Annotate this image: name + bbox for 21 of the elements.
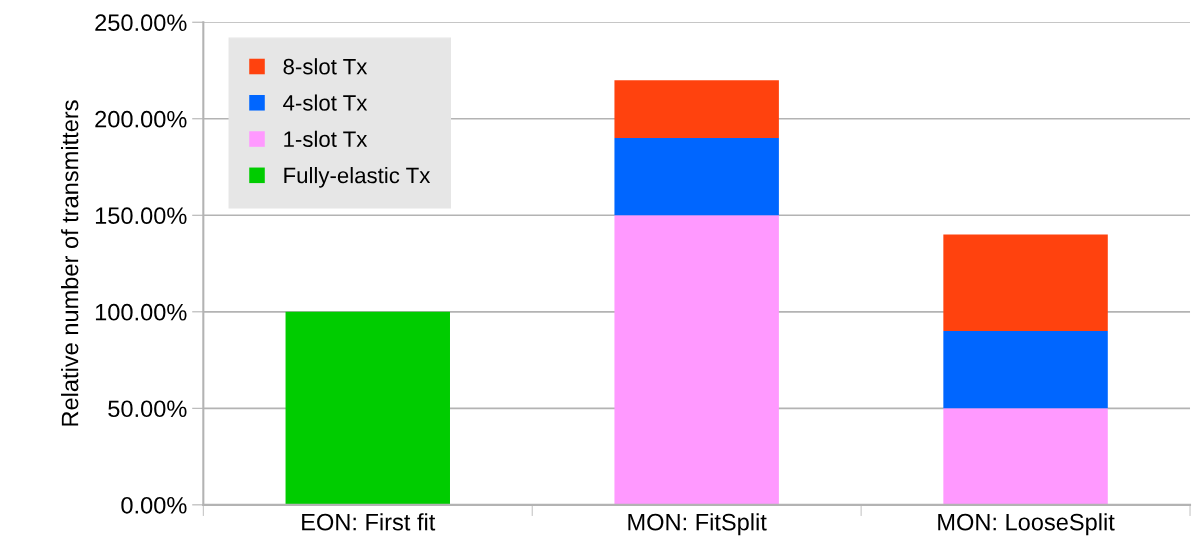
legend-label: 8-slot Tx	[283, 58, 368, 75]
x-tick-label: MON: LooseSplit	[938, 513, 1115, 536]
y-tick-label: 250.00%	[95, 14, 187, 32]
x-tick-label: MON: FitSplit	[628, 513, 767, 536]
y-axis-title: Relative number of transmitters	[61, 100, 79, 426]
y-tick-label: 0.00%	[121, 496, 187, 514]
legend-label: 4-slot Tx	[283, 94, 368, 111]
y-tick-label: 200.00%	[95, 110, 187, 128]
bar	[943, 234, 1108, 332]
bar	[943, 408, 1108, 505]
legend-label: 1-slot Tx	[284, 130, 368, 148]
bar	[614, 215, 779, 505]
x-tick-label: EON: First fit	[302, 513, 436, 531]
bar	[614, 138, 779, 216]
legend-label: Fully-elastic Tx	[284, 166, 431, 188]
bar	[285, 311, 450, 505]
bar	[943, 331, 1108, 409]
y-tick-label: 50.00%	[108, 400, 187, 418]
y-tick-label: 100.00%	[95, 303, 187, 321]
bar	[614, 80, 779, 139]
y-tick-label: 150.00%	[95, 207, 187, 225]
